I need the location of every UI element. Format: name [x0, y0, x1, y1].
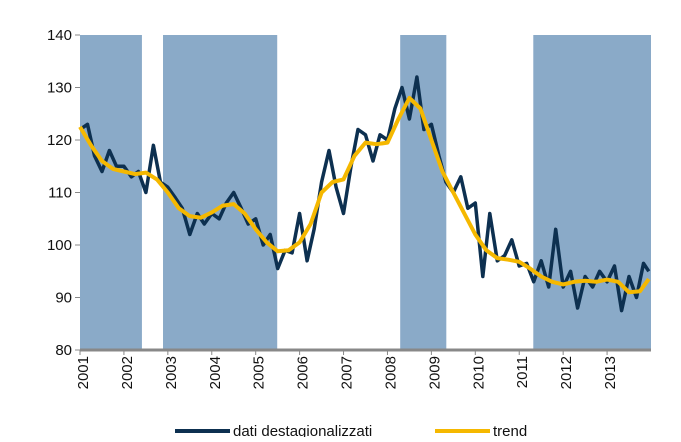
shaded-period [80, 35, 142, 350]
y-tick-label: 90 [55, 290, 72, 307]
x-tick-label: 2010 [470, 356, 487, 389]
x-tick-label: 2005 [251, 356, 268, 389]
x-tick-label: 2003 [163, 356, 180, 389]
x-tick-label: 2006 [295, 356, 312, 389]
x-tick-label: 2002 [119, 356, 136, 389]
x-tick-label: 2007 [339, 356, 356, 389]
legend-label: dati destagionalizzati [233, 423, 372, 437]
data-line [78, 96, 651, 295]
shaded-period [400, 35, 447, 350]
y-tick-label: 130 [47, 80, 72, 97]
shaded-period [533, 35, 651, 350]
x-tick-label: 2012 [558, 356, 575, 389]
data-line [79, 75, 651, 313]
shaded-period [163, 35, 278, 350]
x-tick-label: 2013 [602, 356, 619, 389]
x-tick-label: 2001 [75, 356, 92, 389]
x-tick-label: 2009 [426, 356, 443, 389]
legend-label: trend [493, 423, 527, 437]
y-tick-label: 110 [48, 185, 72, 202]
y-tick-label: 80 [55, 342, 72, 359]
y-tick-label: 140 [47, 27, 72, 44]
legend-item: dati destagionalizzati [175, 423, 372, 440]
y-tick-label: 100 [47, 237, 72, 254]
legend-item: trend [435, 423, 527, 440]
x-tick-label: 2011 [514, 356, 531, 388]
x-tick-label: 2004 [207, 356, 224, 389]
y-tick-label: 120 [47, 132, 72, 149]
x-tick-label: 2008 [382, 356, 399, 389]
